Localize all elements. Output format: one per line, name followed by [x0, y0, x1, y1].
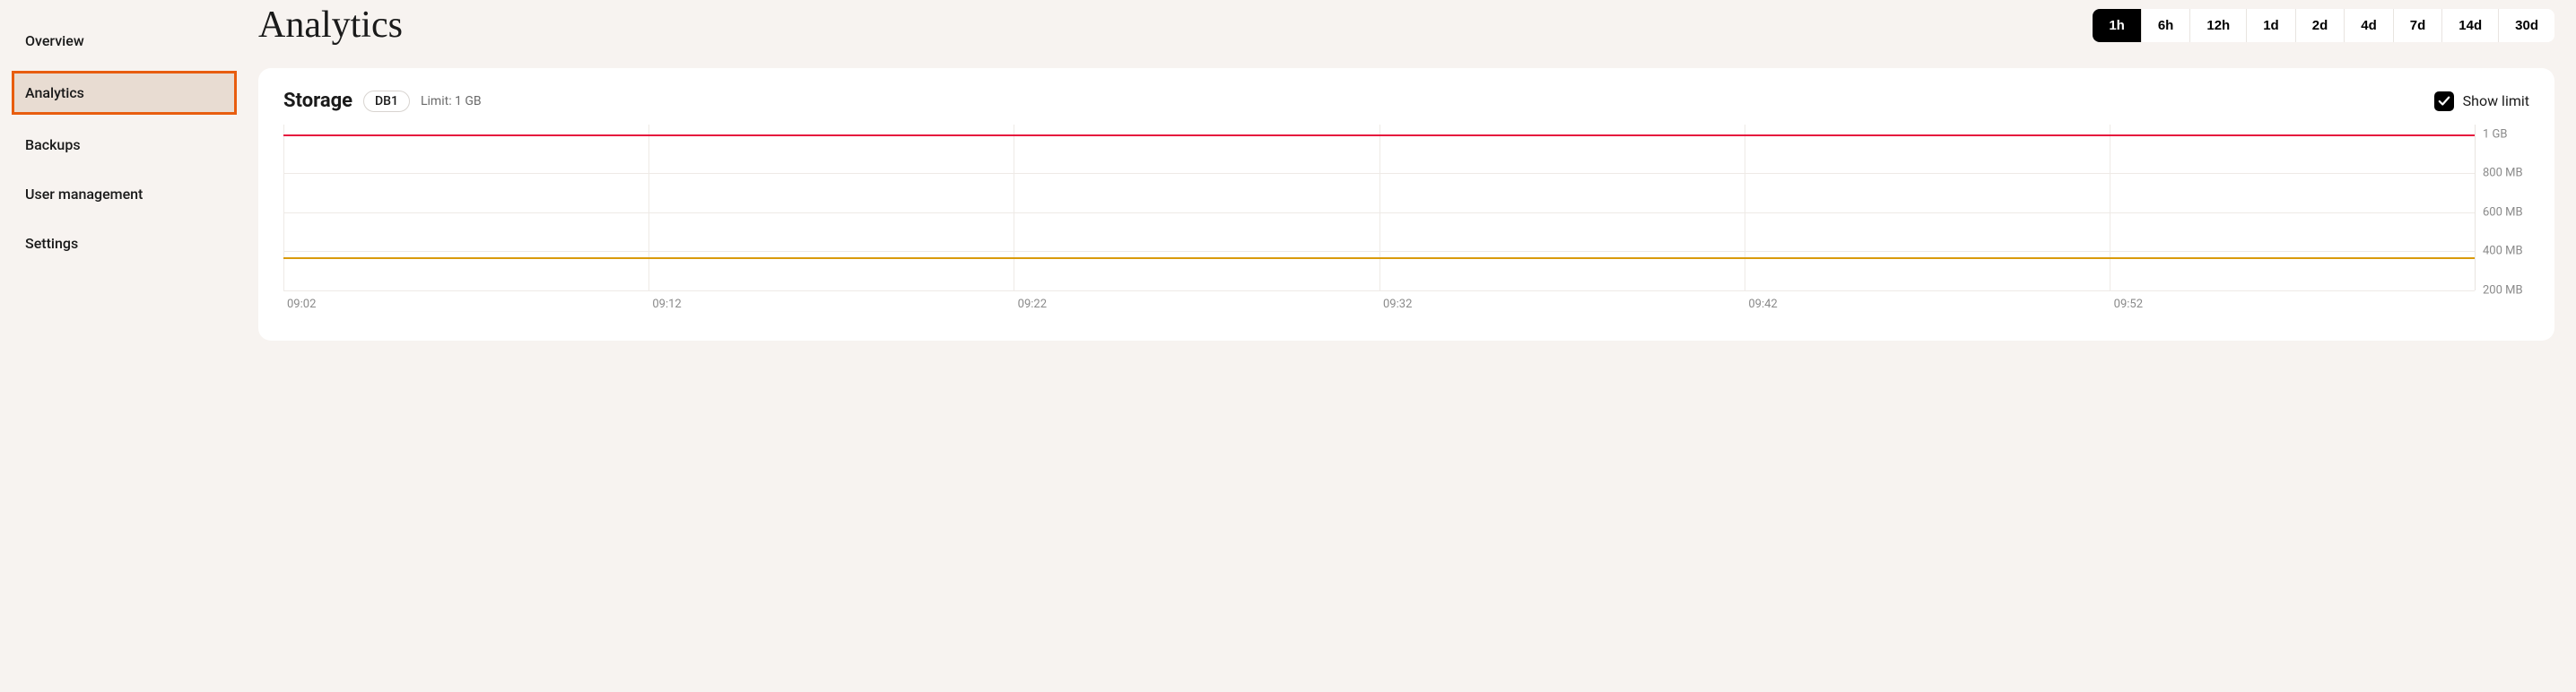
- y-tick-label: 1 GB: [2483, 127, 2508, 141]
- x-tick-label: 09:12: [652, 298, 681, 311]
- card-title: Storage: [283, 90, 352, 112]
- y-tick-label: 400 MB: [2483, 245, 2523, 258]
- x-tick-label: 09:32: [1383, 298, 1412, 311]
- sidebar: Overview Analytics Backups User manageme…: [0, 0, 237, 692]
- show-limit-label: Show limit: [2463, 92, 2529, 109]
- range-2d[interactable]: 2d: [2296, 9, 2345, 42]
- card-header: Storage DB1 Limit: 1 GB Show limit: [283, 90, 2529, 112]
- range-14d[interactable]: 14d: [2442, 9, 2499, 42]
- limit-label: Limit: 1 GB: [421, 94, 482, 108]
- gridline-v: [1379, 125, 1380, 290]
- sidebar-item-analytics[interactable]: Analytics: [12, 71, 237, 115]
- db-badge: DB1: [363, 91, 410, 112]
- page-title: Analytics: [258, 4, 403, 47]
- time-range-group: 1h 6h 12h 1d 2d 4d 7d 14d 30d: [2093, 9, 2554, 42]
- show-limit-toggle[interactable]: Show limit: [2434, 91, 2529, 111]
- y-tick-label: 200 MB: [2483, 284, 2523, 298]
- sidebar-item-user-management[interactable]: User management: [0, 175, 237, 213]
- range-12h[interactable]: 12h: [2190, 9, 2247, 42]
- y-axis: 1 GB800 MB600 MB400 MB200 MB: [2476, 125, 2529, 290]
- range-1h[interactable]: 1h: [2093, 9, 2142, 42]
- gridline-v: [283, 125, 284, 290]
- storage-card: Storage DB1 Limit: 1 GB Show limit 1 GB 8…: [258, 68, 2554, 341]
- x-tick-label: 09:02: [287, 298, 316, 311]
- range-30d[interactable]: 30d: [2499, 9, 2554, 42]
- usage-line: [283, 257, 2475, 259]
- chart-plot: [283, 125, 2476, 290]
- chart: 1 GB800 MB600 MB400 MB200 MB: [283, 125, 2529, 290]
- gridline-v: [648, 125, 649, 290]
- x-tick-area: 09:02 09:12 09:22 09:32 09:42 09:52: [283, 298, 2476, 316]
- x-tick-label: 09:42: [1748, 298, 1777, 311]
- sidebar-item-backups[interactable]: Backups: [0, 125, 237, 164]
- card-header-left: Storage DB1 Limit: 1 GB: [283, 90, 482, 112]
- show-limit-checkbox[interactable]: [2434, 91, 2454, 111]
- y-tick-label: 800 MB: [2483, 167, 2523, 180]
- range-1d[interactable]: 1d: [2247, 9, 2296, 42]
- header-row: Analytics 1h 6h 12h 1d 2d 4d 7d 14d 30d: [258, 4, 2554, 47]
- x-tick-label: 09:22: [1018, 298, 1047, 311]
- range-6h[interactable]: 6h: [2142, 9, 2191, 42]
- check-icon: [2438, 95, 2450, 108]
- x-axis: 09:02 09:12 09:22 09:32 09:42 09:52: [283, 298, 2529, 316]
- sidebar-item-overview[interactable]: Overview: [0, 22, 237, 60]
- range-7d[interactable]: 7d: [2394, 9, 2443, 42]
- y-tick-label: 600 MB: [2483, 205, 2523, 219]
- limit-line: [283, 134, 2475, 136]
- x-axis-spacer: [2476, 298, 2529, 316]
- gridline-h: [283, 290, 2475, 291]
- sidebar-item-settings[interactable]: Settings: [0, 224, 237, 263]
- main-content: Analytics 1h 6h 12h 1d 2d 4d 7d 14d 30d …: [237, 0, 2576, 692]
- range-4d[interactable]: 4d: [2345, 9, 2394, 42]
- x-tick-label: 09:52: [2114, 298, 2143, 311]
